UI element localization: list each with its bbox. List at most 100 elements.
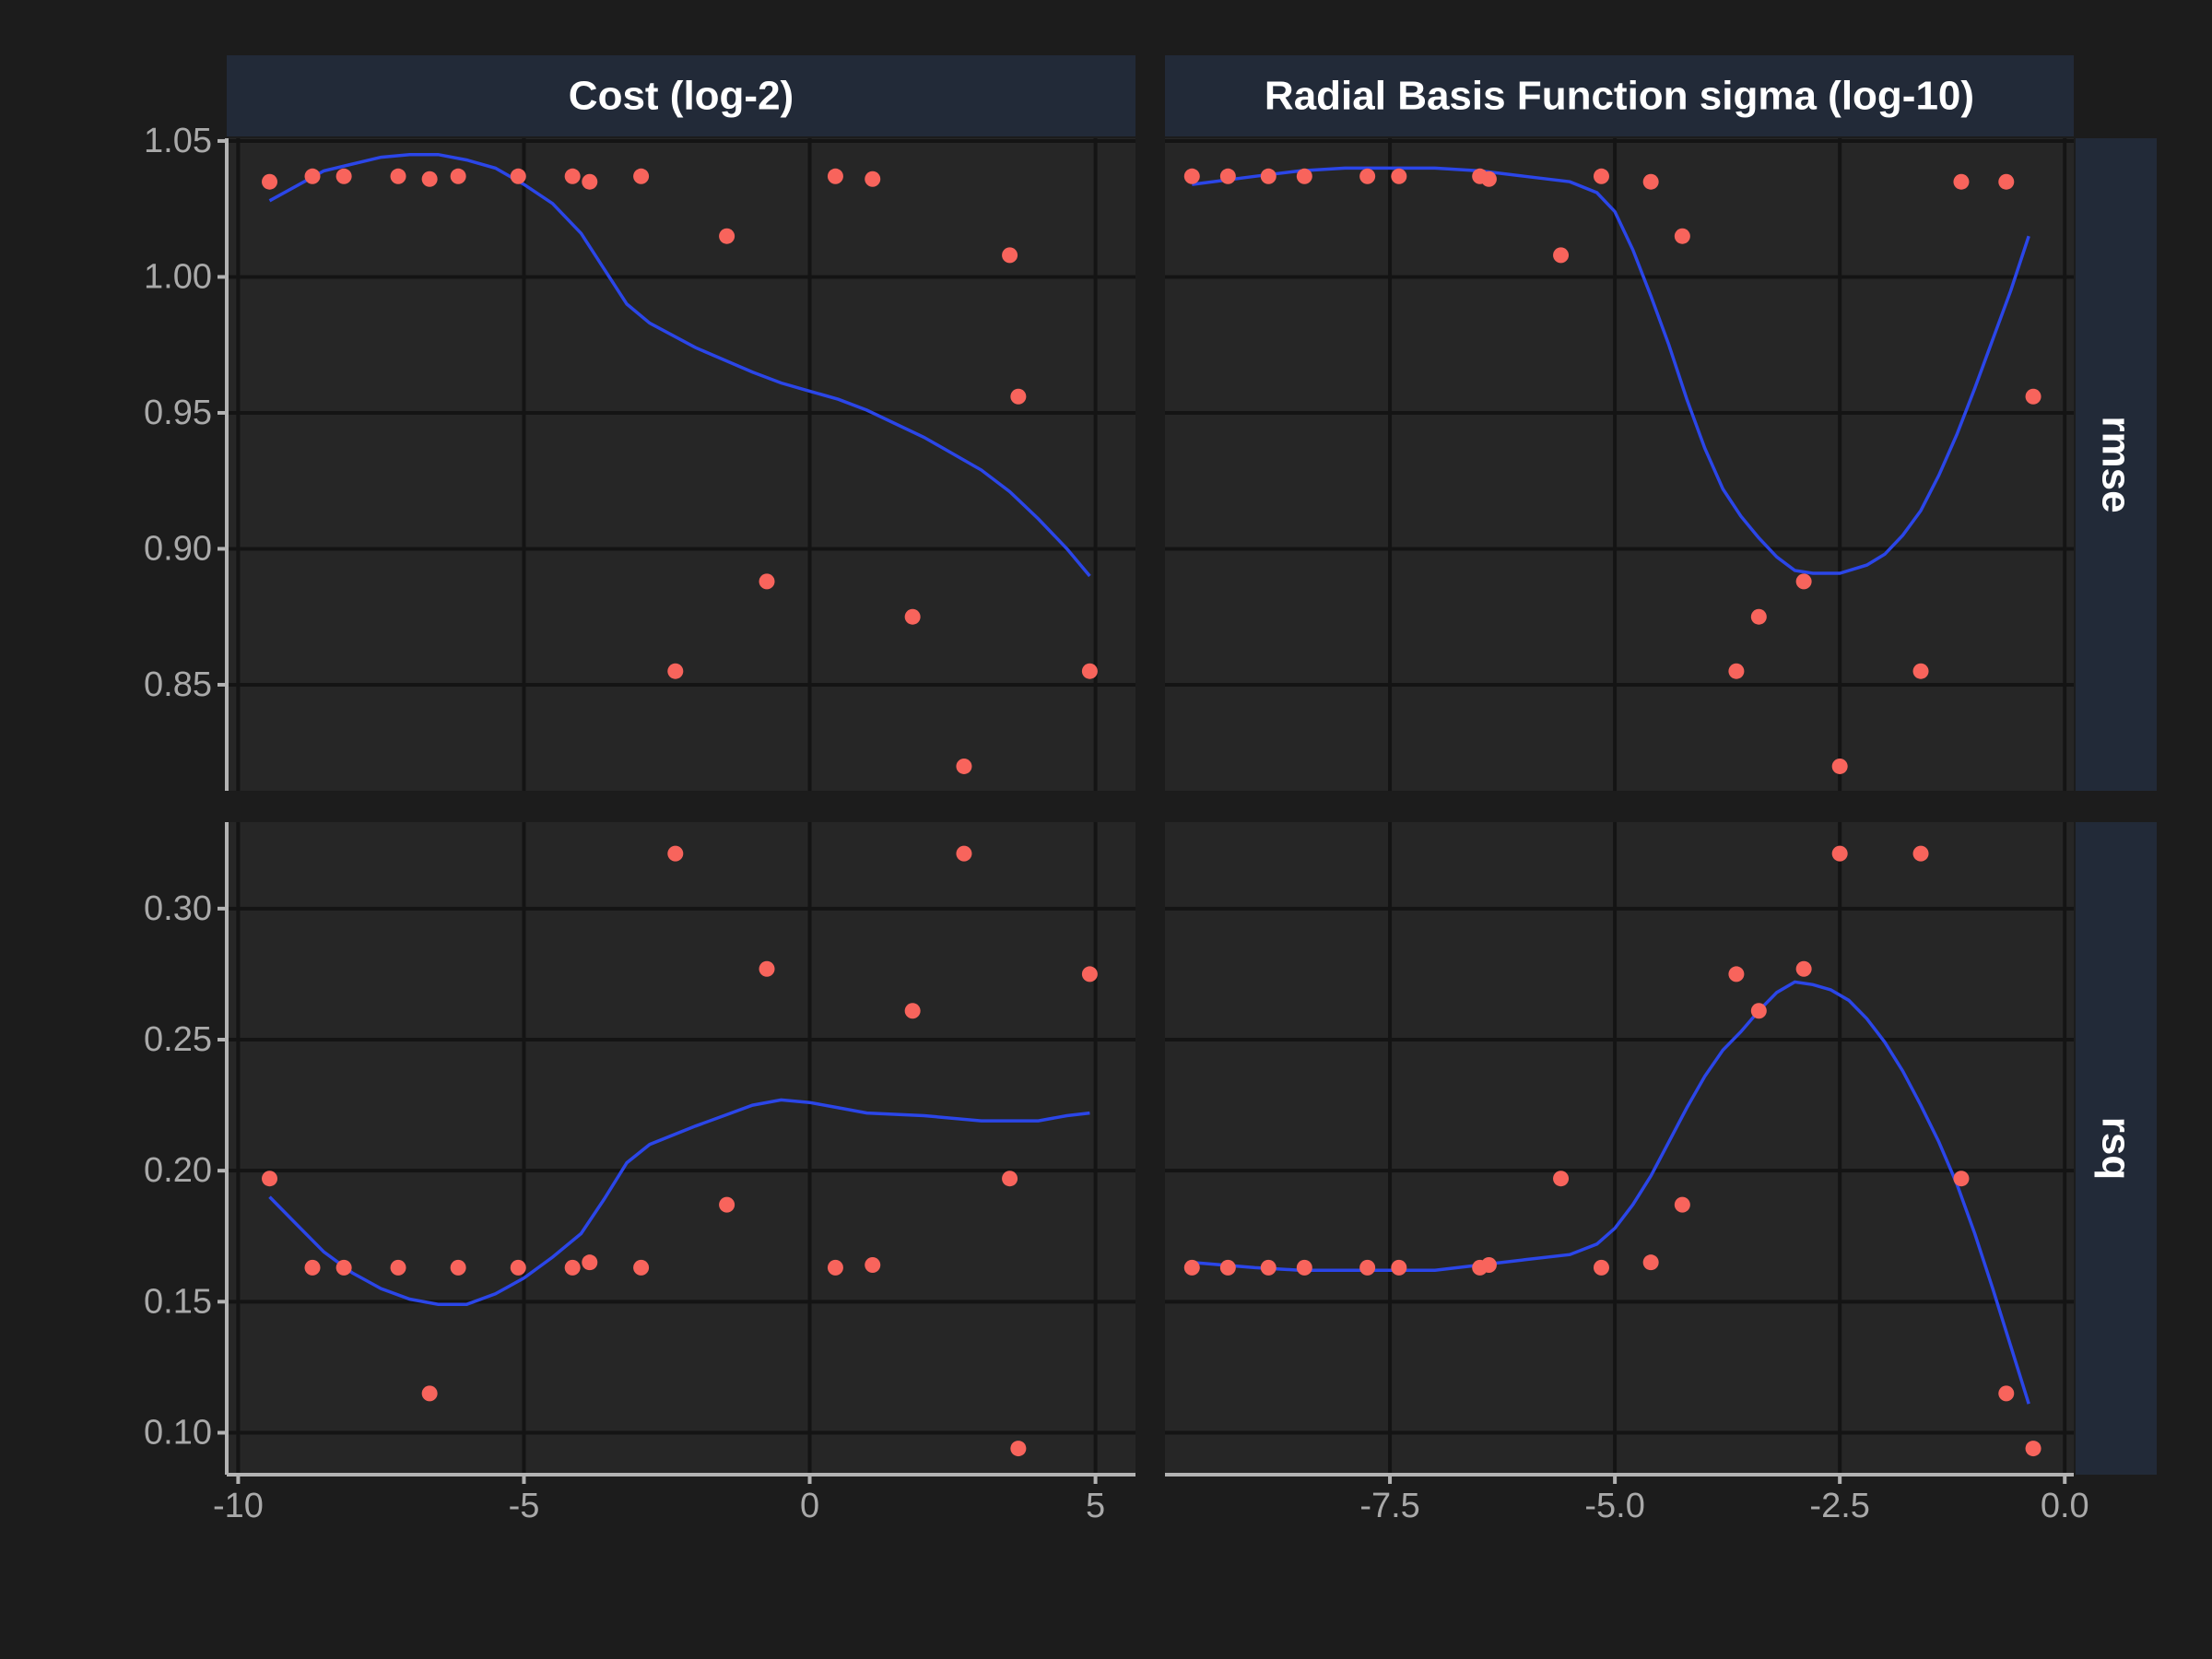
data-point bbox=[1953, 1171, 1970, 1187]
y-tick-label: 0.20 bbox=[144, 1151, 212, 1190]
data-point bbox=[719, 228, 735, 244]
facet-strip-label: Radial Basis Function sigma (log-10) bbox=[1265, 74, 1974, 119]
data-point bbox=[1359, 168, 1376, 184]
data-point bbox=[1750, 608, 1767, 625]
data-point bbox=[1391, 168, 1407, 184]
data-point bbox=[1081, 663, 1098, 679]
data-point bbox=[1480, 1257, 1497, 1274]
smooth-trend-line bbox=[268, 152, 1091, 578]
data-point bbox=[1593, 1259, 1609, 1276]
data-point bbox=[1553, 247, 1570, 264]
data-point bbox=[510, 1259, 526, 1276]
y-tick-label: 0.90 bbox=[144, 529, 212, 568]
y-tick-label: 0.10 bbox=[144, 1414, 212, 1453]
facet-strip-label: rsq bbox=[2094, 1117, 2139, 1180]
data-point bbox=[1081, 966, 1098, 982]
data-point bbox=[1183, 168, 1200, 184]
data-point bbox=[667, 663, 684, 679]
data-point bbox=[564, 168, 581, 184]
data-point bbox=[304, 1259, 321, 1276]
y-tick-label: 0.30 bbox=[144, 889, 212, 928]
data-point bbox=[564, 1259, 581, 1276]
data-point bbox=[1642, 1254, 1659, 1271]
data-point bbox=[390, 168, 406, 184]
x-tick-label: 0.0 bbox=[2041, 1487, 2089, 1525]
data-point bbox=[1480, 171, 1497, 187]
data-point bbox=[956, 758, 972, 774]
data-point bbox=[1183, 1259, 1200, 1276]
data-point bbox=[390, 1259, 406, 1276]
x-tick-label: -2.5 bbox=[1809, 1487, 1869, 1525]
y-tick-label: 0.85 bbox=[144, 665, 212, 704]
data-point bbox=[1795, 573, 1812, 590]
data-point bbox=[1260, 1259, 1277, 1276]
data-point bbox=[421, 171, 438, 187]
data-point bbox=[865, 171, 881, 187]
data-point bbox=[1296, 168, 1312, 184]
data-point bbox=[759, 573, 775, 590]
y-tick-label: 0.15 bbox=[144, 1282, 212, 1321]
x-tick-label: -10 bbox=[213, 1487, 264, 1525]
facet-strip-label: rmse bbox=[2094, 416, 2139, 512]
data-point bbox=[1831, 845, 1848, 862]
data-point bbox=[335, 1259, 352, 1276]
data-point bbox=[759, 960, 775, 977]
data-point bbox=[1260, 168, 1277, 184]
data-point bbox=[1002, 1171, 1018, 1187]
data-point bbox=[1831, 758, 1848, 774]
facet-strip-row bbox=[2076, 822, 2157, 1475]
data-point bbox=[1002, 247, 1018, 264]
y-tick-label: 1.05 bbox=[144, 122, 212, 160]
data-point bbox=[1296, 1259, 1312, 1276]
data-point bbox=[262, 173, 278, 190]
data-point bbox=[262, 1171, 278, 1187]
data-point bbox=[1553, 1171, 1570, 1187]
data-point bbox=[1642, 173, 1659, 190]
data-point bbox=[1010, 1441, 1027, 1457]
x-tick-label: -5 bbox=[509, 1487, 540, 1525]
facet-strip-row bbox=[2076, 138, 2157, 791]
data-point bbox=[450, 1259, 466, 1276]
facet-strip-label: Cost (log-2) bbox=[569, 74, 794, 119]
data-point bbox=[667, 845, 684, 862]
data-point bbox=[827, 1259, 843, 1276]
data-point bbox=[956, 845, 972, 862]
data-point bbox=[421, 1385, 438, 1402]
data-point bbox=[1391, 1259, 1407, 1276]
data-point bbox=[582, 1254, 598, 1271]
data-point bbox=[1998, 173, 2015, 190]
data-point bbox=[450, 168, 466, 184]
smooth-trend-line bbox=[1192, 166, 2030, 575]
y-tick-label: 0.95 bbox=[144, 394, 212, 432]
data-point bbox=[865, 1257, 881, 1274]
facet-strip-column bbox=[227, 55, 1135, 136]
data-point bbox=[1728, 966, 1745, 982]
y-tick-label: 1.00 bbox=[144, 257, 212, 296]
panel-background bbox=[227, 822, 1135, 1475]
data-point bbox=[827, 168, 843, 184]
data-point bbox=[1674, 228, 1690, 244]
data-point bbox=[1912, 845, 1929, 862]
data-point bbox=[2025, 388, 2041, 405]
data-point bbox=[2025, 1441, 2041, 1457]
x-tick-label: -5.0 bbox=[1584, 1487, 1644, 1525]
data-point bbox=[510, 168, 526, 184]
data-point bbox=[1219, 168, 1236, 184]
x-tick-label: 0 bbox=[800, 1487, 819, 1525]
data-point bbox=[582, 173, 598, 190]
data-point bbox=[1750, 1003, 1767, 1019]
panel-background bbox=[227, 138, 1135, 791]
data-point bbox=[1953, 173, 1970, 190]
y-tick-label: 0.25 bbox=[144, 1020, 212, 1059]
data-point bbox=[1912, 663, 1929, 679]
data-point bbox=[335, 168, 352, 184]
data-point bbox=[304, 168, 321, 184]
x-tick-label: -7.5 bbox=[1359, 1487, 1419, 1525]
facet-strip-column bbox=[1165, 55, 2074, 136]
data-point bbox=[719, 1196, 735, 1213]
x-tick-label: 5 bbox=[1086, 1487, 1105, 1525]
data-point bbox=[1998, 1385, 2015, 1402]
data-point bbox=[1593, 168, 1609, 184]
data-point bbox=[904, 1003, 921, 1019]
